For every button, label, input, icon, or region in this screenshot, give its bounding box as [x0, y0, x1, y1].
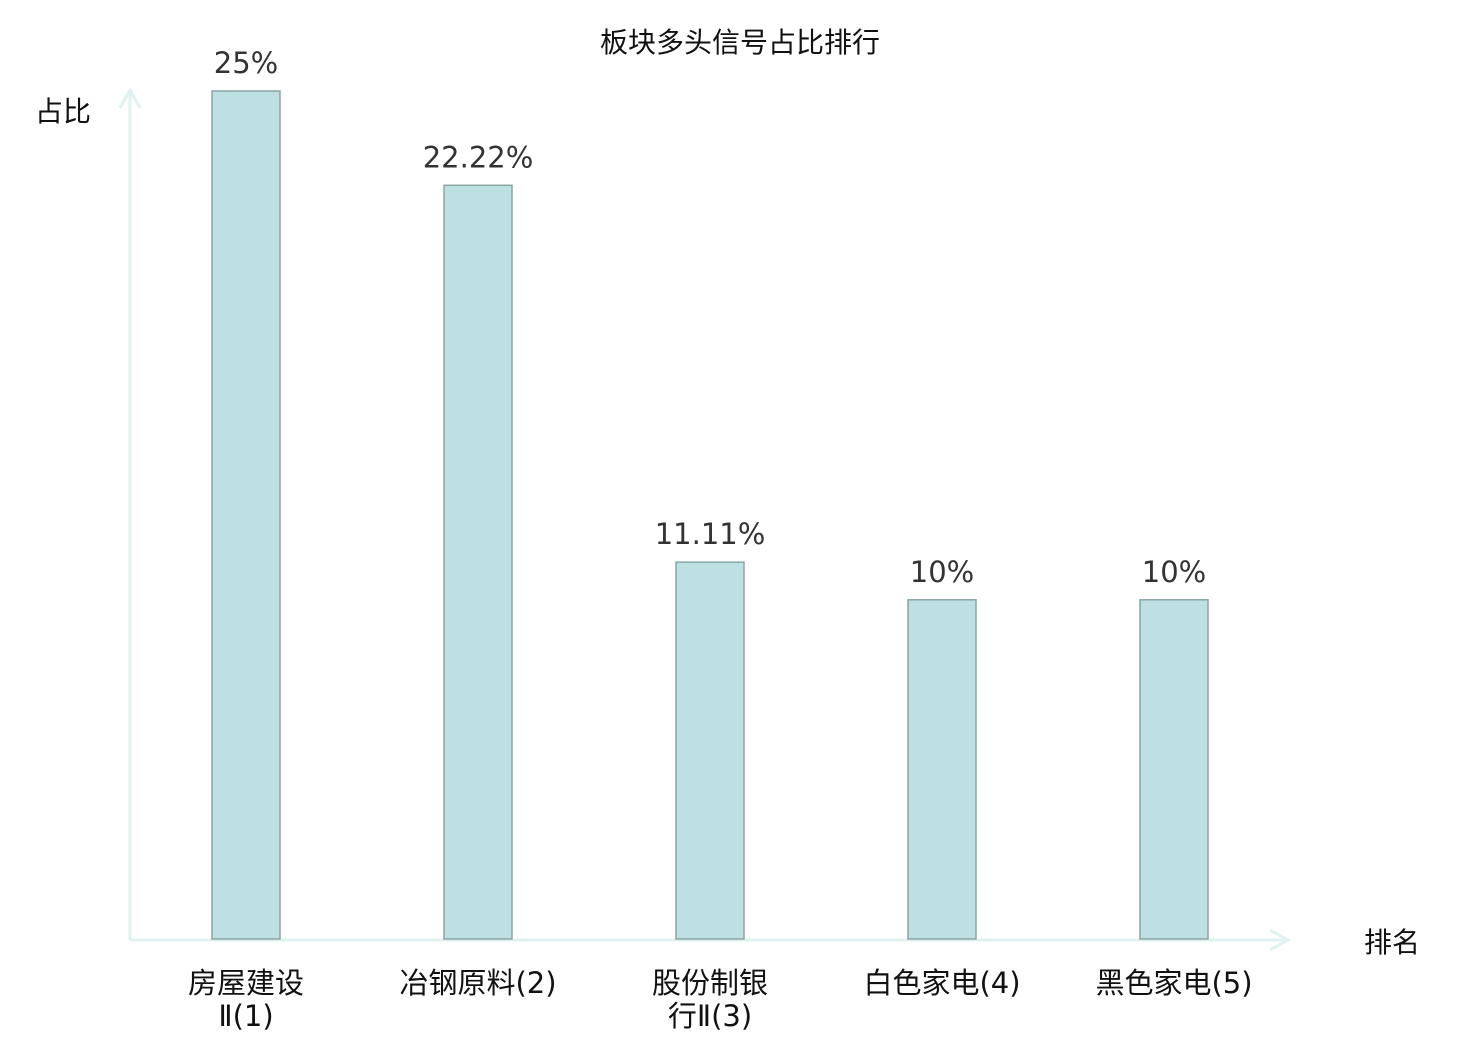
x-tick-label: 黑色家电(5)	[1095, 966, 1252, 1000]
chart-title: 板块多头信号占比排行	[600, 26, 880, 59]
bar	[1139, 599, 1209, 940]
data-label: 22.22%	[423, 140, 534, 174]
bar	[675, 561, 745, 940]
y-axis-label: 占比	[35, 95, 91, 128]
data-label: 25%	[214, 46, 278, 80]
bar	[907, 599, 977, 940]
bar	[443, 184, 513, 940]
x-axis-label: 排名	[1364, 926, 1420, 959]
axes	[118, 86, 1292, 952]
x-tick-label: 白色家电(4)	[863, 966, 1020, 1000]
y-axis-arrow-icon	[118, 86, 142, 109]
x-tick-label: 股份制银行Ⅱ(3)	[652, 966, 768, 1033]
x-tick-label: 房屋建设 Ⅱ(1)	[188, 966, 304, 1033]
data-label: 10%	[910, 555, 974, 589]
data-label: 10%	[1142, 555, 1206, 589]
bars: 25% 房屋建设 Ⅱ(1) 22.22% 冶钢原料(2) 11.11% 股份制银行Ⅱ(3) 1…	[188, 46, 1253, 1033]
x-axis-arrow-icon	[1269, 928, 1292, 952]
data-label: 11.11%	[655, 517, 766, 551]
x-tick-label: 冶钢原料(2)	[399, 966, 556, 1000]
bar	[211, 90, 281, 940]
